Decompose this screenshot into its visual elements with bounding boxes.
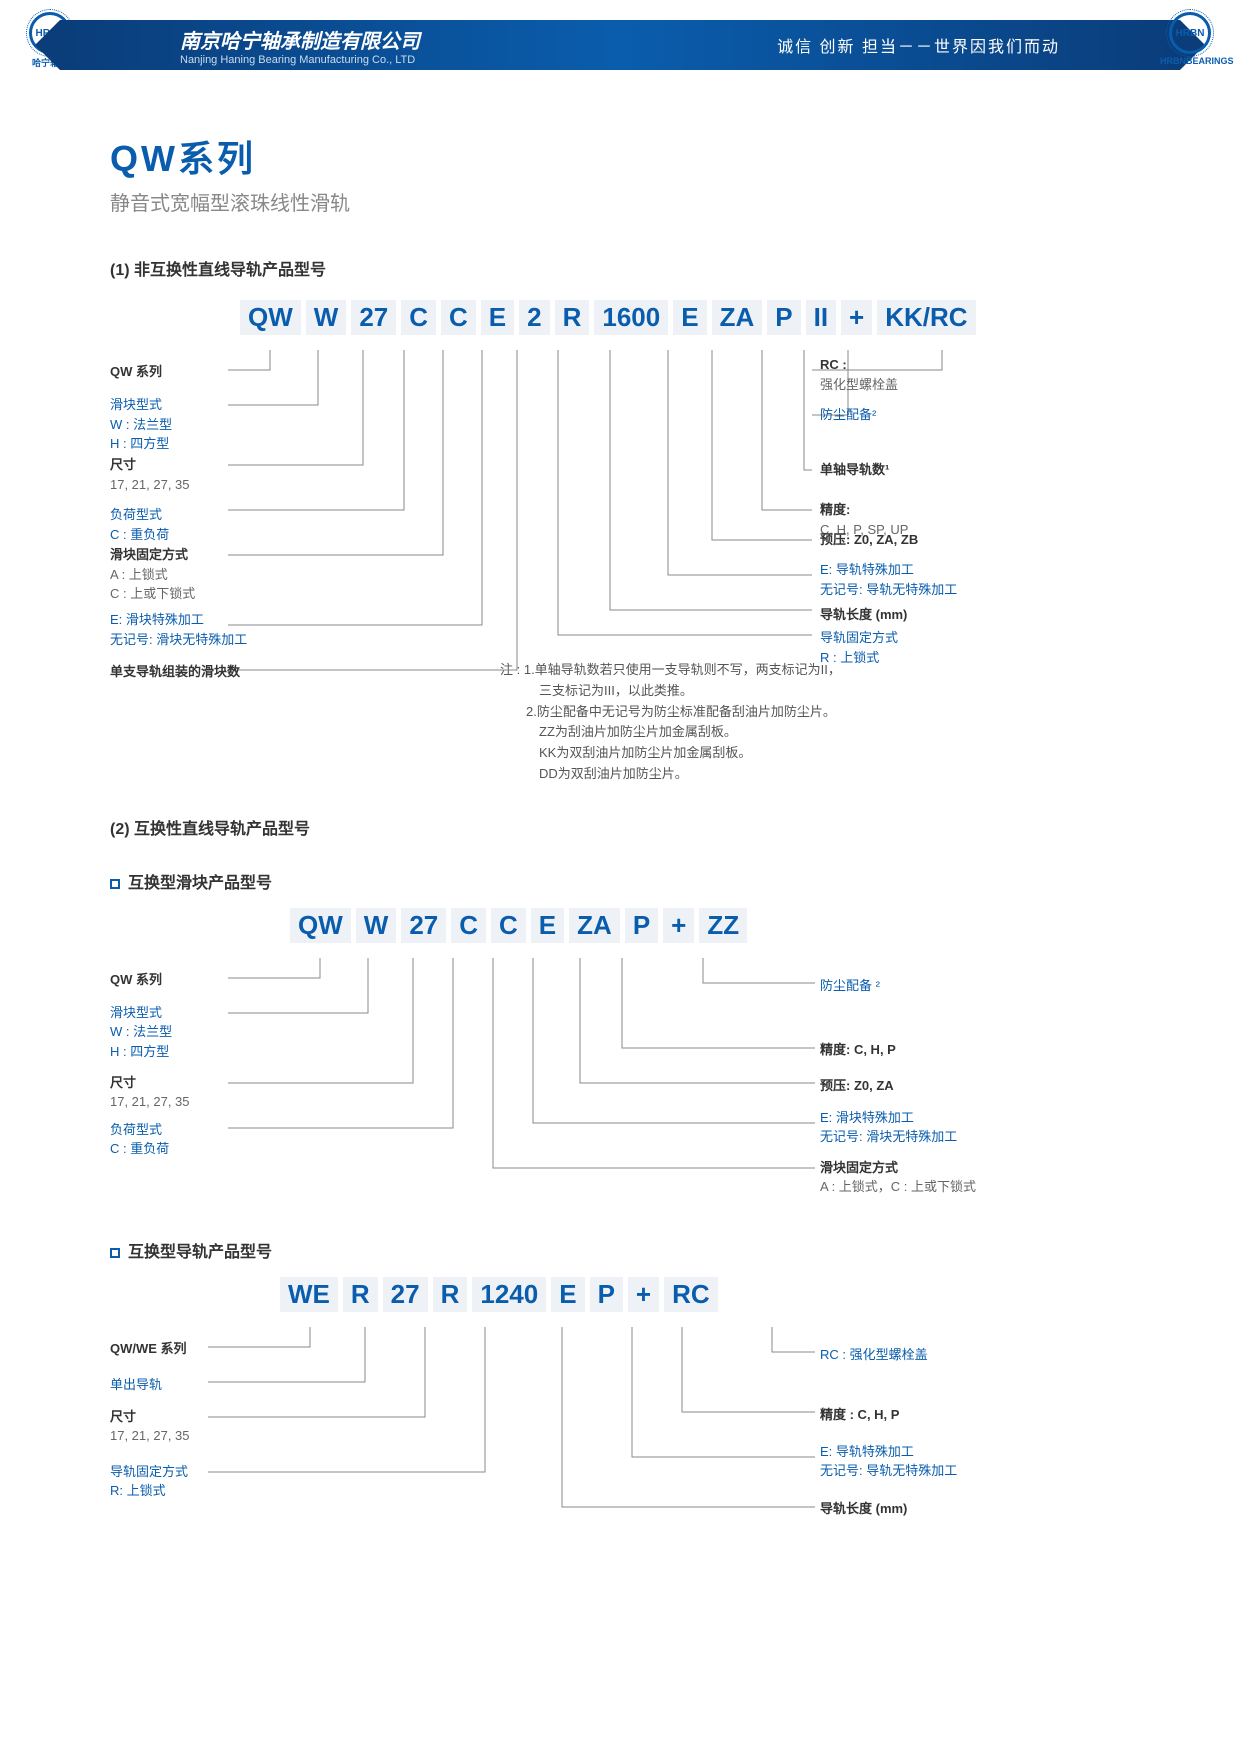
diagram-label: 精度 : C, H, P bbox=[820, 1405, 899, 1425]
code-segment: ZA bbox=[712, 300, 763, 335]
section2-heading: (2) 互换性直线导轨产品型号 bbox=[110, 815, 1130, 839]
connector-lines bbox=[110, 350, 1130, 710]
diagram-label: 导轨固定方式 R : 上锁式 bbox=[820, 628, 898, 667]
diagram-label: QW/WE 系列 bbox=[110, 1339, 187, 1359]
diagram-label: E: 导轨特殊加工 无记号: 导轨无特殊加工 bbox=[820, 560, 957, 599]
diagram-label: 预压: Z0, ZA bbox=[820, 1076, 894, 1096]
code-segment: 27 bbox=[351, 300, 396, 335]
code-segment: R bbox=[433, 1277, 468, 1312]
code-segment: QW bbox=[240, 300, 301, 335]
bullet-icon bbox=[110, 879, 120, 889]
diagram-label: 负荷型式 C : 重负荷 bbox=[110, 505, 169, 544]
code-segment: W bbox=[356, 908, 397, 943]
connector-lines bbox=[110, 958, 1130, 1218]
diagram-label: 导轨长度 (mm) bbox=[820, 605, 907, 625]
code-segment: 1240 bbox=[472, 1277, 546, 1312]
connector-lines bbox=[110, 1327, 1130, 1557]
code-segment: C bbox=[441, 300, 476, 335]
tree-2: QW 系列滑块型式 W : 法兰型 H : 四方型尺寸17, 21, 27, 3… bbox=[110, 958, 1130, 1208]
slogan: 诚信 创新 担当－－世界因我们而动 bbox=[777, 33, 1060, 57]
code-segment: P bbox=[625, 908, 658, 943]
diagram-label: 防尘配备² bbox=[820, 405, 876, 425]
logo-text-r: HRBNBEARINGS bbox=[1160, 56, 1220, 66]
tree-3: QW/WE 系列单出导轨尺寸17, 21, 27, 35 导轨固定方式 R: 上锁… bbox=[110, 1327, 1130, 1557]
diagram-label: 防尘配备 ² bbox=[820, 976, 880, 996]
diagram-label: E: 滑块特殊加工 无记号: 滑块无特殊加工 bbox=[110, 610, 247, 649]
code-segment: + bbox=[628, 1277, 659, 1312]
sub-heading-2: 互换型导轨产品型号 bbox=[110, 1238, 1130, 1262]
code-segment: RC bbox=[664, 1277, 718, 1312]
diagram-label: QW 系列 bbox=[110, 362, 162, 382]
diagram-label: 预压: Z0, ZA, ZB bbox=[820, 530, 918, 550]
sub-heading-1: 互换型滑块产品型号 bbox=[110, 869, 1130, 893]
diagram-label: 尺寸17, 21, 27, 35 bbox=[110, 455, 190, 494]
code-segment: 2 bbox=[519, 300, 549, 335]
code-segment: II bbox=[806, 300, 836, 335]
code-row-1: QWW27CCE2R1600EZAPII+KK/RC bbox=[240, 300, 1130, 335]
diagram-label: 滑块型式 W : 法兰型 H : 四方型 bbox=[110, 395, 172, 454]
diagram-label: 单支导轨组装的滑块数 bbox=[110, 662, 240, 682]
page-title: QW系列 bbox=[110, 130, 1130, 182]
diagram-label: E: 滑块特殊加工 无记号: 滑块无特殊加工 bbox=[820, 1108, 957, 1147]
logo-right: HRBN HRBNBEARINGS bbox=[1160, 12, 1220, 66]
company-block: 南京哈宁轴承制造有限公司 Nanjing Haning Bearing Manu… bbox=[180, 25, 420, 66]
section1-heading: (1) 非互换性直线导轨产品型号 bbox=[110, 256, 1130, 280]
diagram-label: 导轨固定方式 R: 上锁式 bbox=[110, 1462, 188, 1501]
code-segment: + bbox=[841, 300, 872, 335]
code-segment: ZA bbox=[569, 908, 620, 943]
diagram-label: 精度: C, H, P bbox=[820, 1040, 896, 1060]
diagram-label: 滑块固定方式A : 上锁式 C : 上或下锁式 bbox=[110, 545, 195, 604]
code-segment: KK/RC bbox=[877, 300, 975, 335]
diagram-label: 负荷型式 C : 重负荷 bbox=[110, 1120, 169, 1159]
diagram-3: WER27R1240EP+RC QW/WE 系列单出导轨尺寸17, 21, 27… bbox=[110, 1277, 1130, 1557]
code-segment: 1600 bbox=[594, 300, 668, 335]
code-segment: C bbox=[491, 908, 526, 943]
tree-1: QW 系列滑块型式 W : 法兰型 H : 四方型尺寸17, 21, 27, 3… bbox=[110, 350, 1130, 700]
diagram-1: QWW27CCE2R1600EZAPII+KK/RC QW 系列滑块型式 W :… bbox=[110, 300, 1130, 785]
code-segment: ZZ bbox=[699, 908, 747, 943]
diagram-label: 滑块型式 W : 法兰型 H : 四方型 bbox=[110, 1003, 172, 1062]
code-segment: E bbox=[481, 300, 514, 335]
code-segment: R bbox=[343, 1277, 378, 1312]
diagram-label: RC : 强化型螺栓盖 bbox=[820, 1345, 928, 1365]
header: HRBN 哈宁轴承 南京哈宁轴承制造有限公司 Nanjing Haning Be… bbox=[0, 0, 1240, 80]
diagram-label: 单轴导轨数¹ bbox=[820, 460, 889, 480]
logo-gear-icon: HRBN bbox=[1169, 12, 1211, 54]
code-segment: WE bbox=[280, 1277, 338, 1312]
diagram-label: 导轨长度 (mm) bbox=[820, 1499, 907, 1519]
bullet-icon bbox=[110, 1248, 120, 1258]
code-segment: W bbox=[306, 300, 347, 335]
diagram-label: E: 导轨特殊加工 无记号: 导轨无特殊加工 bbox=[820, 1442, 957, 1481]
company-en: Nanjing Haning Bearing Manufacturing Co.… bbox=[180, 54, 420, 66]
code-segment: QW bbox=[290, 908, 351, 943]
code-segment: P bbox=[590, 1277, 623, 1312]
code-segment: C bbox=[401, 300, 436, 335]
content: QW系列 静音式宽幅型滚珠线性滑轨 (1) 非互换性直线导轨产品型号 QWW27… bbox=[0, 80, 1240, 1617]
code-segment: 27 bbox=[383, 1277, 428, 1312]
company-cn: 南京哈宁轴承制造有限公司 bbox=[180, 25, 420, 54]
code-segment: E bbox=[673, 300, 706, 335]
diagram-label: QW 系列 bbox=[110, 970, 162, 990]
diagram-label: RC :强化型螺栓盖 bbox=[820, 355, 898, 394]
diagram-label: 尺寸17, 21, 27, 35 bbox=[110, 1407, 190, 1446]
code-row-2: QWW27CCEZAP+ZZ bbox=[290, 908, 1130, 943]
code-segment: 27 bbox=[401, 908, 446, 943]
code-segment: E bbox=[551, 1277, 584, 1312]
diagram-2: QWW27CCEZAP+ZZ QW 系列滑块型式 W : 法兰型 H : 四方型… bbox=[110, 908, 1130, 1208]
diagram-label: 尺寸17, 21, 27, 35 bbox=[110, 1073, 190, 1112]
code-segment: R bbox=[555, 300, 590, 335]
code-segment: P bbox=[767, 300, 800, 335]
subtitle: 静音式宽幅型滚珠线性滑轨 bbox=[110, 187, 1130, 216]
code-row-3: WER27R1240EP+RC bbox=[280, 1277, 1130, 1312]
diagram-label: 滑块固定方式A : 上锁式，C : 上或下锁式 bbox=[820, 1158, 976, 1197]
code-segment: C bbox=[451, 908, 486, 943]
code-segment: E bbox=[531, 908, 564, 943]
code-segment: + bbox=[663, 908, 694, 943]
banner: 南京哈宁轴承制造有限公司 Nanjing Haning Bearing Manu… bbox=[60, 20, 1180, 70]
diagram-label: 单出导轨 bbox=[110, 1375, 162, 1395]
